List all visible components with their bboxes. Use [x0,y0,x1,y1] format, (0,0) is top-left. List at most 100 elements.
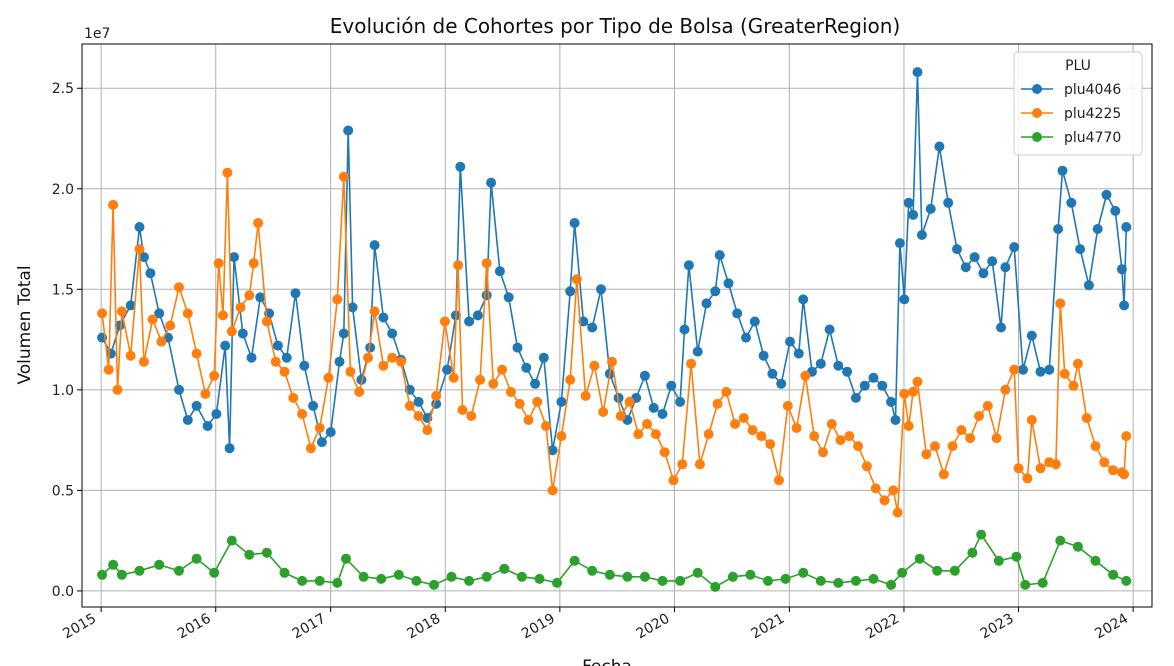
data-point-plu4770 [604,569,615,580]
data-point-plu4225 [147,314,158,325]
data-point-plu4046 [776,378,787,389]
data-point-plu4225 [1099,457,1110,468]
data-point-plu4046 [481,290,492,301]
data-point-plu4046 [565,286,576,297]
data-point-plu4046 [899,294,910,305]
data-point-plu4225 [1026,415,1037,425]
data-point-plu4225 [457,405,468,415]
data-point-plu4046 [1057,165,1068,176]
data-point-plu4046 [272,340,283,351]
data-point-plu4770 [850,575,861,586]
data-point-plu4225 [248,258,259,269]
data-point-plu4046 [657,409,668,419]
data-point-plu4046 [793,348,804,359]
data-point-plu4225 [1055,298,1066,309]
data-point-plu4046 [701,298,712,309]
data-point-plu4770 [534,573,545,584]
data-point-plu4046 [191,400,202,411]
data-point-plu4046 [732,308,743,319]
data-point-plu4225 [270,356,281,367]
data-point-plu4046 [679,324,690,335]
data-point-plu4770 [798,567,809,578]
data-point-plu4046 [868,372,879,383]
legend-swatch-marker [1032,132,1042,142]
data-point-plu4225 [1090,441,1101,452]
data-point-plu4225 [938,469,949,480]
x-axis: 2015 2016 2017 2018 2019 2020 2021 2022 2023 2024 [60,607,1134,643]
data-point-plu4046 [996,322,1006,333]
data-point-plu4046 [833,360,844,371]
data-point-plu4046 [666,380,677,391]
data-point-plu4770 [932,565,943,576]
data-point-plu4225 [116,306,127,317]
series-plu4225 [97,167,1132,518]
data-point-plu4046 [877,380,888,391]
data-point-plu4770 [587,565,598,576]
data-point-plu4770 [675,575,686,586]
data-point-plu4225 [899,388,910,399]
legend-swatch-marker [1032,108,1042,118]
series-plu4770 [97,529,1132,592]
legend-item-plu4046: plu4046 [1021,82,1121,98]
data-point-plu4046 [648,402,659,413]
data-point-plu4046 [503,292,514,303]
data-point-plu4046 [960,262,971,273]
data-point-plu4046 [639,370,650,381]
data-point-plu4046 [1083,280,1094,291]
data-point-plu4770 [244,549,255,560]
data-point-plu4770 [967,547,978,558]
data-point-plu4225 [514,398,525,409]
data-point-plu4225 [633,429,644,440]
x-tick-label: 2018 [404,611,443,643]
data-point-plu4770 [1020,579,1031,590]
legend-item-plu4225: plu4225 [1021,106,1121,122]
data-point-plu4046 [767,368,778,379]
data-point-plu4770 [429,579,439,590]
data-point-plu4225 [965,433,976,444]
data-point-plu4225 [200,388,211,399]
data-point-plu4225 [1081,413,1092,423]
data-point-plu4225 [413,411,424,421]
data-point-plu4046 [798,294,809,305]
data-point-plu4046 [934,141,945,152]
data-point-plu4770 [97,569,108,580]
data-point-plu4046 [338,328,349,339]
data-point-plu4225 [165,320,176,331]
data-point-plu4770 [657,575,668,586]
data-point-plu4225 [387,352,398,363]
data-point-plu4046 [464,316,475,327]
data-point-plu4225 [547,485,558,496]
data-point-plu4046 [978,268,989,279]
y-tick-label: 2.0 [52,182,74,198]
legend-label: plu4225 [1064,106,1121,122]
data-point-plu4770 [1037,577,1048,588]
data-point-plu4770 [692,567,703,578]
data-point-plu4225 [532,396,543,407]
data-point-plu4046 [145,268,156,279]
data-point-plu4770 [358,571,369,582]
data-point-plu4770 [154,559,165,570]
data-point-plu4046 [912,67,923,78]
data-point-plu4046 [325,427,336,438]
data-point-plu4225 [1035,463,1046,474]
data-point-plu4046 [824,324,835,335]
legend-title: PLU [1065,58,1091,74]
data-point-plu4046 [850,392,861,403]
data-point-plu4225 [738,413,749,423]
data-point-plu4225 [422,425,433,436]
data-point-plu4225 [338,171,349,182]
x-tick-label: 2024 [1092,611,1131,643]
data-point-plu4225 [835,435,846,446]
data-point-plu4770 [446,571,457,582]
data-point-plu4046 [1066,197,1077,208]
data-point-plu4046 [1101,189,1112,200]
data-point-plu4046 [378,312,389,323]
data-point-plu4225 [332,294,343,305]
data-point-plu4770 [886,579,897,590]
data-point-plu4225 [97,308,108,319]
data-point-plu4770 [191,553,202,564]
data-point-plu4225 [1000,384,1011,395]
data-point-plu4046 [1044,364,1055,375]
data-point-plu4225 [892,507,903,518]
data-point-plu4225 [523,415,534,425]
